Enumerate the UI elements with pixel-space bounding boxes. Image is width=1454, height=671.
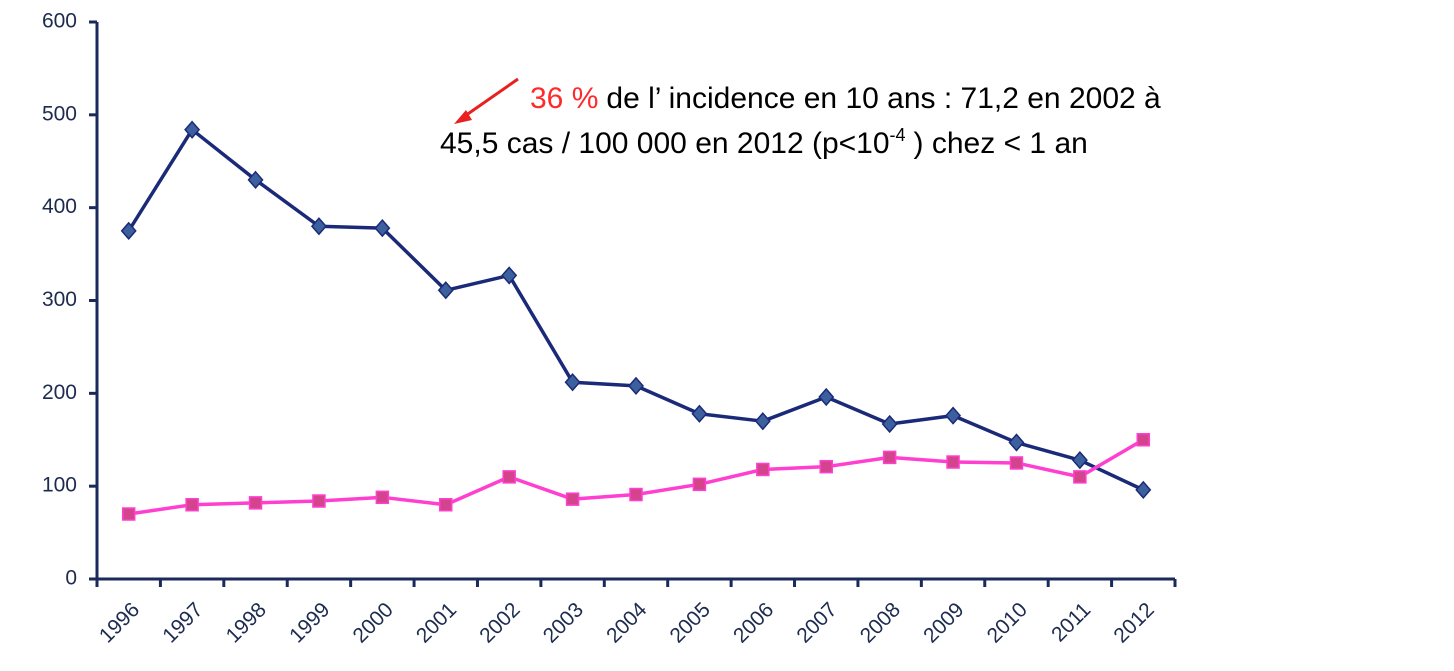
- annotation-line2: 45,5 cas / 100 000 en 2012 (p<10-4 ) chez…: [440, 125, 1088, 160]
- x-tick-label: 2008: [856, 598, 905, 647]
- point-marker: [564, 373, 581, 392]
- y-tick-label: 0: [65, 567, 77, 590]
- x-tick-label: 2004: [602, 598, 652, 648]
- series-line: [127, 127, 1145, 492]
- point-marker: [692, 477, 707, 492]
- annotation-text: 45,5 cas / 100 000 en 2012 (p<10: [440, 127, 890, 160]
- point-marker: [437, 281, 454, 300]
- point-marker: [502, 470, 516, 484]
- x-tick-label: 1998: [222, 598, 271, 647]
- point-marker: [1009, 456, 1024, 470]
- point-marker: [882, 450, 897, 465]
- point-marker: [945, 406, 962, 425]
- point-marker: [629, 487, 643, 502]
- x-tick-label: 2012: [1109, 598, 1158, 647]
- point-marker: [1073, 470, 1087, 484]
- y-tick-label: 500: [42, 102, 77, 125]
- point-marker: [565, 492, 580, 506]
- annotation-highlight: 36 %: [530, 82, 598, 115]
- point-marker: [1136, 433, 1151, 447]
- x-tick-label: 2000: [349, 598, 398, 647]
- x-tick-label: 1999: [285, 598, 334, 647]
- annotation-arrow: [461, 77, 519, 120]
- x-tick-label: 2006: [729, 598, 778, 647]
- x-tick-label: 2010: [983, 598, 1032, 647]
- x-tick-label: 2009: [919, 598, 968, 647]
- point-marker: [818, 387, 835, 407]
- point-marker: [185, 497, 199, 512]
- point-marker: [1071, 451, 1088, 470]
- annotation-arrowhead: [454, 110, 472, 124]
- x-tick-label: 2007: [792, 598, 841, 647]
- point-marker: [248, 496, 263, 510]
- point-marker: [247, 170, 264, 189]
- point-marker: [120, 221, 137, 241]
- series-line: [128, 438, 1145, 516]
- x-tick-label: 1997: [158, 598, 207, 647]
- point-marker: [756, 462, 770, 477]
- point-marker: [691, 404, 708, 423]
- point-marker: [184, 120, 201, 139]
- x-tick-label: 2001: [412, 598, 461, 647]
- point-marker: [310, 217, 327, 236]
- x-tick-label: 2011: [1047, 598, 1095, 646]
- x-tick-label: 2005: [666, 598, 715, 647]
- annotation-text: de l’ incidence en 10 ans : 71,2 en 2002…: [606, 82, 1161, 115]
- point-marker: [121, 507, 136, 521]
- y-tick-label: 300: [42, 288, 77, 311]
- point-marker: [628, 376, 644, 396]
- point-marker: [375, 490, 390, 505]
- point-marker: [374, 218, 391, 238]
- x-tick-label: 1996: [95, 598, 144, 647]
- point-marker: [881, 414, 898, 434]
- point-marker: [439, 497, 453, 512]
- x-tick-label: 2003: [539, 598, 588, 647]
- point-marker: [312, 494, 326, 508]
- point-marker: [1135, 480, 1152, 500]
- point-marker: [501, 266, 518, 285]
- annotation-text: ) chez < 1 an: [914, 127, 1088, 160]
- point-marker: [1008, 433, 1025, 452]
- y-tick-label: 200: [42, 381, 77, 404]
- x-tick-label: 2002: [475, 598, 524, 647]
- y-tick-label: 400: [42, 195, 77, 218]
- point-marker: [946, 455, 960, 469]
- point-marker: [754, 412, 771, 431]
- y-tick-label: 100: [42, 474, 77, 497]
- point-marker: [819, 459, 833, 474]
- annotation-line1: 36 % de l’ incidence en 10 ans : 71,2 en …: [530, 82, 1161, 115]
- annotation-superscript: -4: [890, 125, 906, 145]
- y-tick-label: 600: [42, 10, 77, 33]
